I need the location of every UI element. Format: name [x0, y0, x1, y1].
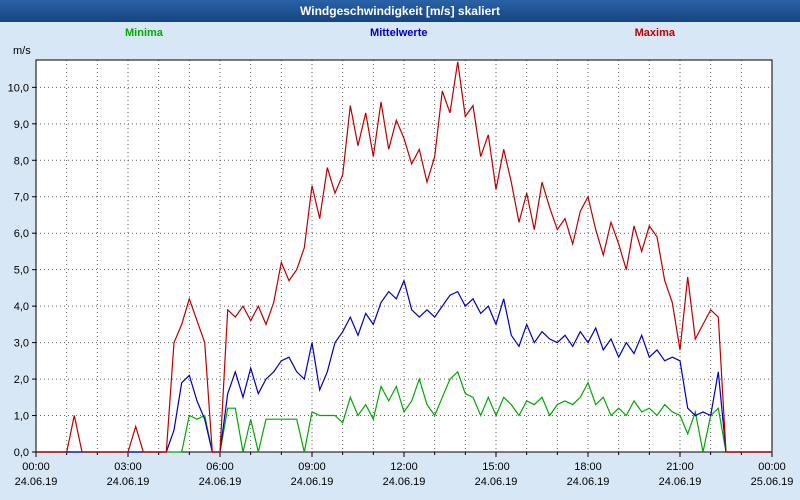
wind-speed-chart: 0,0 1,0 2,0 3,0 4,0 5,0 6,0 7,0 8,0 9,0 10,0 00:00 2…	[8, 45, 794, 488]
svg-text:24.06.19: 24.06.19	[567, 476, 610, 488]
title-bar: Windgeschwindigkeit [m/s] skaliert	[0, 0, 800, 22]
svg-text:24.06.19: 24.06.19	[199, 476, 242, 488]
svg-text:25.06.19: 25.06.19	[751, 476, 794, 488]
svg-text:6,0: 6,0	[14, 228, 29, 240]
legend-maxima: Maxima	[634, 27, 675, 39]
svg-text:9,0: 9,0	[14, 119, 29, 131]
svg-text:03:00: 03:00	[114, 461, 142, 473]
svg-text:1,0: 1,0	[14, 411, 29, 423]
svg-text:09:00: 09:00	[298, 461, 326, 473]
svg-text:18:00: 18:00	[574, 461, 602, 473]
legend: Minima Mittelwerte Maxima	[0, 22, 800, 44]
svg-text:00:00: 00:00	[758, 461, 786, 473]
legend-mittelwerte: Mittelwerte	[370, 27, 428, 39]
svg-text:00:00: 00:00	[22, 461, 50, 473]
svg-text:10,0: 10,0	[8, 82, 29, 94]
svg-text:24.06.19: 24.06.19	[475, 476, 518, 488]
svg-text:4,0: 4,0	[14, 301, 29, 313]
svg-text:m/s: m/s	[13, 45, 31, 57]
svg-text:2,0: 2,0	[14, 374, 29, 386]
svg-text:7,0: 7,0	[14, 192, 29, 204]
svg-text:15:00: 15:00	[482, 461, 510, 473]
svg-text:5,0: 5,0	[14, 265, 29, 277]
svg-text:24.06.19: 24.06.19	[659, 476, 702, 488]
svg-text:24.06.19: 24.06.19	[15, 476, 58, 488]
chart-title: Windgeschwindigkeit [m/s] skaliert	[300, 4, 500, 18]
svg-text:21:00: 21:00	[666, 461, 694, 473]
svg-text:24.06.19: 24.06.19	[291, 476, 334, 488]
svg-text:0,0: 0,0	[14, 447, 29, 459]
svg-text:12:00: 12:00	[390, 461, 418, 473]
svg-text:8,0: 8,0	[14, 155, 29, 167]
svg-text:06:00: 06:00	[206, 461, 234, 473]
svg-text:24.06.19: 24.06.19	[383, 476, 426, 488]
legend-minima: Minima	[125, 27, 163, 39]
svg-text:3,0: 3,0	[14, 338, 29, 350]
svg-text:24.06.19: 24.06.19	[107, 476, 150, 488]
